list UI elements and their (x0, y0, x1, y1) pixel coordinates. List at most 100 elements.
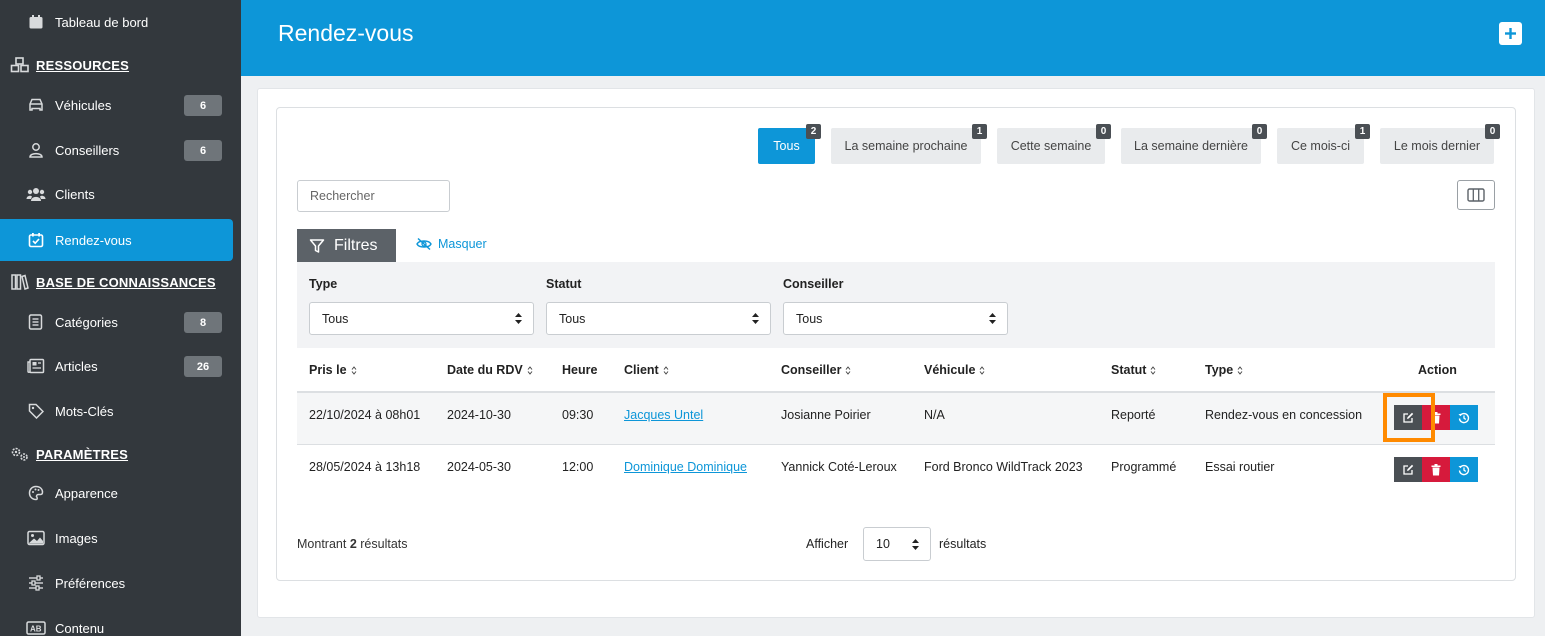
tab-last-week[interactable]: La semaine dernière 0 (1121, 124, 1267, 164)
tab-this-month[interactable]: Ce mois-ci 1 (1277, 124, 1370, 164)
col-header-advisor[interactable]: Conseiller (781, 363, 851, 377)
page-header: Rendez-vous (241, 0, 1545, 76)
select-value: 10 (876, 537, 890, 551)
calendar-check-icon (26, 230, 46, 250)
sidebar-item-content[interactable]: AB Contenu (0, 607, 233, 636)
results-summary: Montrant 2 résultats (297, 537, 408, 551)
list-icon (26, 312, 46, 332)
sidebar-item-label: Mots-Clés (55, 403, 114, 419)
history-button[interactable] (1450, 457, 1478, 482)
tab-next-week[interactable]: La semaine prochaine 1 (831, 124, 987, 164)
sidebar-item-images[interactable]: Images (0, 517, 233, 559)
tab-label: La semaine prochaine (844, 139, 968, 153)
add-appointment-button[interactable] (1499, 22, 1522, 45)
select-value: Tous (559, 311, 586, 326)
tab-all[interactable]: Tous 2 (758, 124, 821, 164)
count-badge: 6 (184, 95, 222, 116)
col-header-type[interactable]: Type (1205, 363, 1243, 377)
cell-appointment-date: 2024-05-30 (447, 460, 511, 474)
tab-last-month[interactable]: Le mois dernier 0 (1380, 124, 1500, 164)
cell-advisor: Josianne Poirier (781, 408, 871, 422)
advisor-filter-label: Conseiller (783, 277, 844, 291)
section-resources: RESSOURCES (10, 53, 129, 77)
history-button[interactable] (1450, 405, 1478, 430)
col-header-appointment-date[interactable]: Date du RDV (447, 363, 533, 377)
search-input[interactable] (297, 180, 450, 212)
type-select[interactable]: Tous (309, 302, 534, 335)
cell-type: Rendez-vous en concession (1205, 408, 1363, 422)
sidebar-item-label: Rendez-vous (55, 232, 132, 248)
image-icon (26, 528, 46, 548)
divider (297, 391, 1495, 393)
col-header-client[interactable]: Client (624, 363, 669, 377)
sidebar-item-preferences[interactable]: Préférences (0, 562, 233, 604)
sidebar-item-appointments[interactable]: Rendez-vous (0, 219, 233, 261)
cell-status: Programmé (1111, 460, 1177, 474)
cell-advisor: Yannick Coté-Leroux (781, 460, 897, 474)
page-size-label: Afficher (806, 537, 849, 551)
sort-icon (1150, 365, 1156, 375)
col-header-booked-at[interactable]: Pris le (309, 363, 357, 377)
edit-button-highlight (1383, 393, 1435, 442)
status-filter-label: Statut (546, 277, 582, 291)
count-badge: 6 (184, 140, 222, 161)
tab-label: La semaine dernière (1134, 139, 1248, 153)
sidebar-item-label: Contenu (55, 620, 105, 636)
cell-type: Essai routier (1205, 460, 1275, 474)
advisor-select[interactable]: Tous (783, 302, 1008, 335)
client-link[interactable]: Dominique Dominique (624, 460, 747, 474)
sidebar-item-label: Articles (55, 358, 98, 374)
filters-button[interactable]: Filtres (297, 229, 396, 262)
sidebar: Tableau de bord RESSOURCES Véhicules 6 C… (0, 0, 241, 636)
delete-button[interactable] (1422, 457, 1450, 482)
hide-label: Masquer (438, 237, 487, 251)
filter-icon (309, 238, 325, 254)
palette-icon (26, 483, 46, 503)
col-header-vehicle[interactable]: Véhicule (924, 363, 985, 377)
count-badge: 1 (1355, 124, 1370, 139)
sidebar-item-label: Véhicules (55, 97, 112, 113)
client-link[interactable]: Jacques Untel (624, 408, 704, 422)
tab-label: Tous (773, 139, 800, 153)
columns-toggle-button[interactable] (1457, 180, 1495, 210)
sidebar-item-tags[interactable]: Mots-Clés (0, 390, 233, 432)
columns-icon (1467, 188, 1485, 202)
sort-icon (979, 365, 985, 375)
tab-label: Ce mois-ci (1290, 139, 1351, 153)
cell-booked-at: 22/10/2024 à 08h01 (309, 408, 421, 422)
edit-button[interactable] (1394, 405, 1422, 430)
col-header-status[interactable]: Statut (1111, 363, 1156, 377)
col-header-action: Action (1418, 363, 1457, 377)
tab-this-week[interactable]: Cette semaine 0 (997, 124, 1111, 164)
sidebar-item-vehicles[interactable]: Véhicules 6 (0, 84, 233, 126)
page-size-select[interactable]: 10 (863, 527, 931, 561)
count-badge: 2 (806, 124, 821, 139)
trash-icon (1431, 463, 1441, 475)
count-badge: 0 (1485, 124, 1500, 139)
sort-arrows-icon (514, 312, 523, 328)
sidebar-item-appearance[interactable]: Apparence (0, 472, 233, 514)
type-filter-label: Type (309, 277, 338, 291)
sidebar-item-dashboard[interactable]: Tableau de bord (0, 1, 233, 43)
sidebar-item-clients[interactable]: Clients (0, 173, 233, 215)
car-icon (26, 95, 46, 115)
hide-filters-link[interactable]: Masquer (416, 237, 487, 251)
filters-label: Filtres (334, 236, 378, 254)
sidebar-item-categories[interactable]: Catégories 8 (0, 301, 233, 343)
sidebar-item-label: Clients (55, 186, 95, 202)
edit-icon (1403, 464, 1414, 475)
sort-arrows-icon (988, 312, 997, 328)
page-size-suffix: résultats (939, 537, 987, 551)
cell-status: Reporté (1111, 408, 1156, 422)
sidebar-item-label: Conseillers (55, 142, 120, 158)
table-row (297, 393, 1495, 444)
tab-label: Cette semaine (1010, 139, 1092, 153)
sidebar-item-articles[interactable]: Articles 26 (0, 345, 233, 387)
sidebar-item-advisors[interactable]: Conseillers 6 (0, 129, 233, 171)
sort-icon (845, 365, 851, 375)
status-select[interactable]: Tous (546, 302, 771, 335)
edit-button[interactable] (1394, 457, 1422, 482)
sort-icon (351, 365, 357, 375)
history-icon (1458, 464, 1470, 475)
sort-arrows-icon (911, 538, 920, 554)
